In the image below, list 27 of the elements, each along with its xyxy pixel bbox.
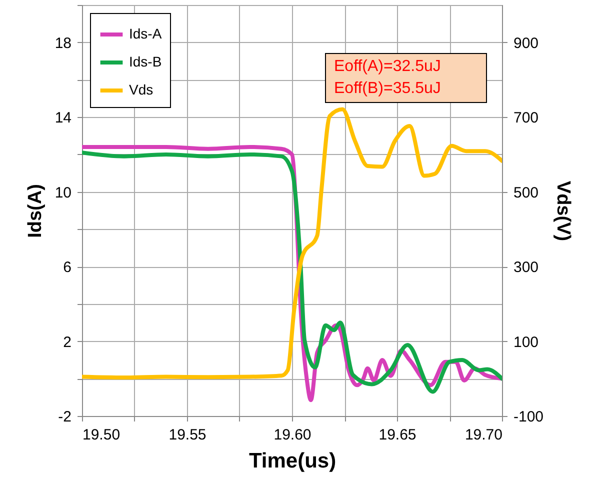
annotation: Eoff(B)=35.5uJ (334, 79, 442, 99)
x-tick-label: 19.60 (274, 426, 312, 444)
y2-tick-label: 100 (514, 334, 539, 351)
y2-tick-label: -100 (514, 408, 544, 426)
text-box: Eoff(A)=32.5uJ Eoff(B)=35.5uJ (325, 53, 487, 103)
x-axis-title: Time(us) (248, 450, 336, 472)
x-tick-label: 19.55 (168, 426, 206, 444)
x-tick-label: 19.65 (378, 426, 416, 444)
y2-axis-title: Vds(V) (552, 180, 574, 242)
y-tick-label: -2 (58, 408, 72, 426)
annotation: Eoff(A)=32.5uJ (334, 57, 442, 77)
legend-label: Ids-A (129, 26, 162, 42)
x-tick-label: 19.50 (82, 426, 120, 444)
y2-tick-label: 700 (514, 110, 539, 127)
y-tick-label: 2 (63, 334, 72, 351)
y2-tick-label: 900 (514, 34, 539, 52)
y2-tick-label: 500 (514, 184, 539, 202)
legend-label: Ids-B (129, 54, 162, 70)
y2-tick-label: 300 (514, 259, 539, 276)
y-tick-label: 14 (54, 110, 72, 127)
y-tick-label: 6 (63, 259, 72, 276)
legend-label: Vds (129, 82, 154, 98)
y-tick-label: 18 (54, 34, 72, 52)
x-tick-label: 19.70 (464, 426, 502, 444)
y-axis-title: Ids(A) (24, 184, 46, 238)
y-tick-label: 10 (54, 184, 72, 202)
line-series (82, 107, 502, 380)
